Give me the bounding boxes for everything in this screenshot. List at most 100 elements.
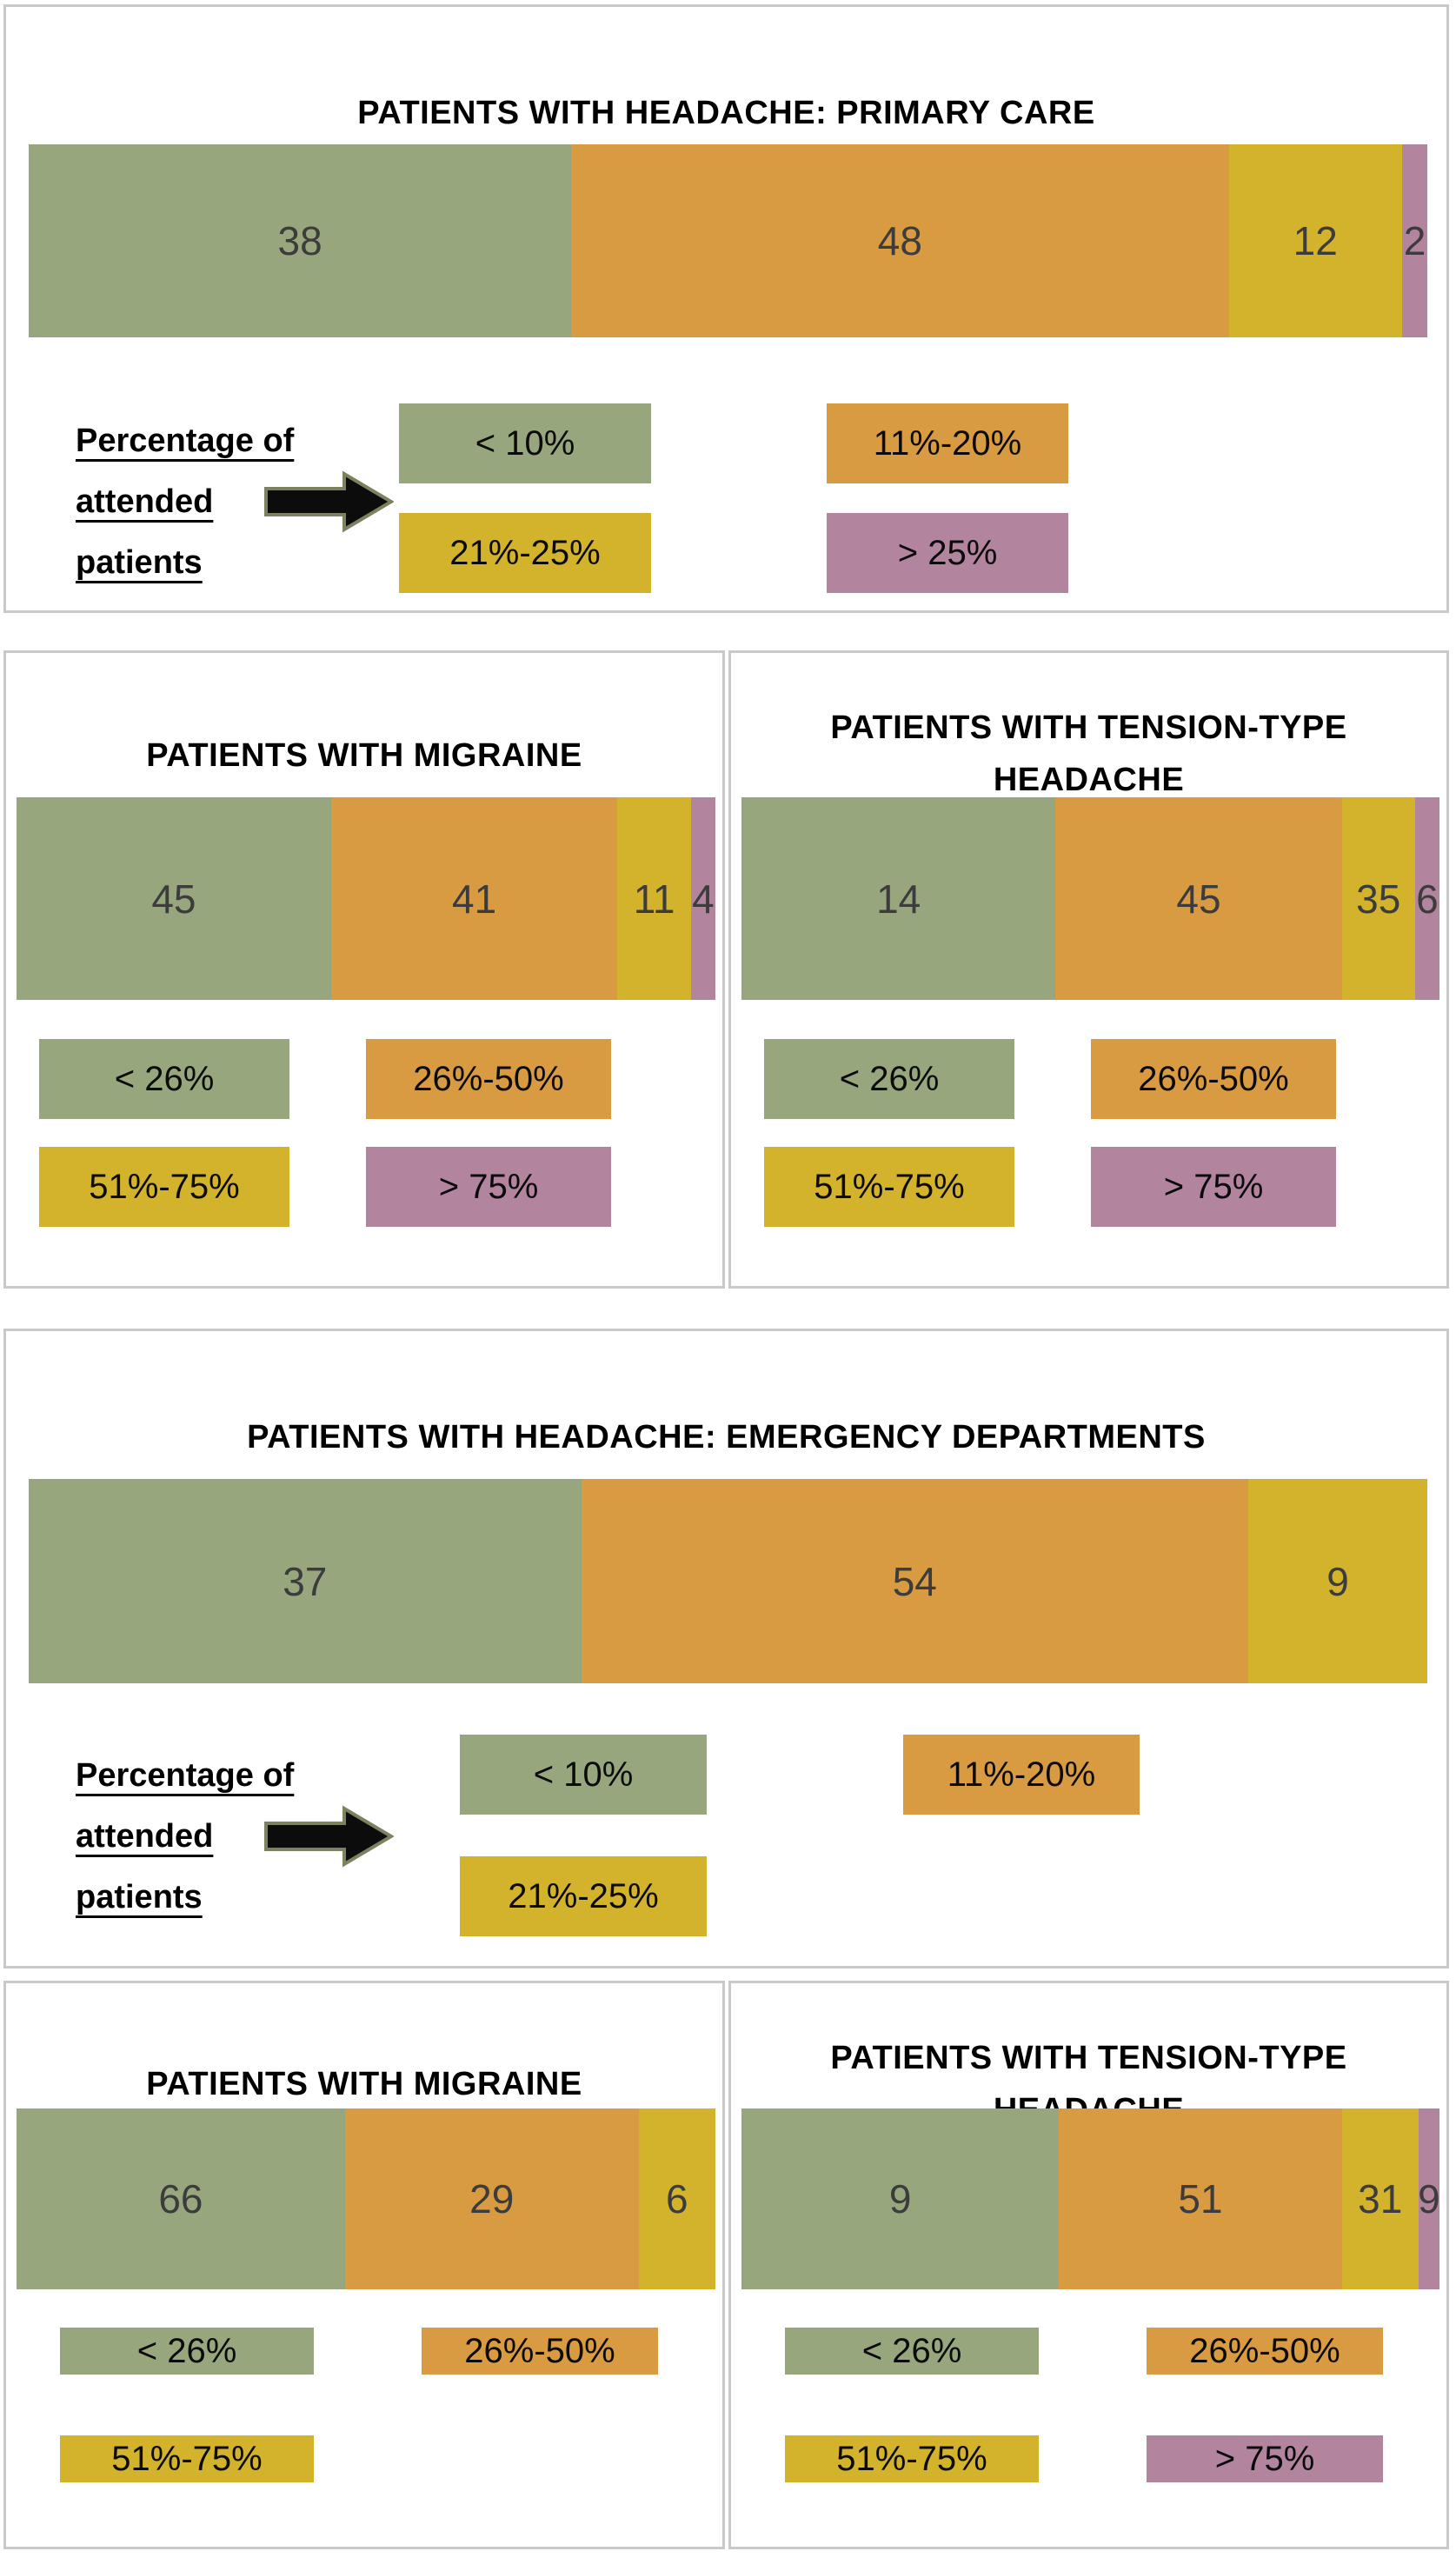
legend-item: 21%-25% [399, 513, 651, 593]
panel-title: PATIENTS WITH MIGRAINE [6, 729, 722, 782]
legend-item: 26%-50% [1091, 1039, 1336, 1119]
bar-segment-value: 45 [151, 876, 196, 922]
bar-segment-value: 45 [1176, 876, 1221, 922]
bar-segment-value: 37 [283, 1558, 328, 1604]
bar-segment: 66 [17, 2108, 345, 2289]
legend-intro-line: patients [76, 544, 203, 581]
legend-item: > 25% [827, 513, 1068, 593]
legend-item: > 75% [1091, 1147, 1336, 1227]
bar-segment-value: 35 [1356, 876, 1401, 922]
bar-segment: 54 [581, 1479, 1249, 1683]
bar-segment: 41 [330, 797, 618, 1000]
legend-item: < 26% [60, 2328, 314, 2375]
bar-segment: 45 [17, 797, 331, 1000]
stacked-bar: 37 54 9 [29, 1479, 1427, 1683]
bar-segment: 29 [344, 2108, 639, 2289]
legend-item: 51%-75% [764, 1147, 1014, 1227]
stacked-bar: 14 45 35 6 [741, 797, 1439, 1000]
legend-item: < 26% [39, 1039, 289, 1119]
legend-item: 21%-25% [460, 1856, 707, 1936]
legend-grid: < 10% 21%-25% 11%-20% > 25% [399, 403, 1068, 593]
bar-segment-value: 2 [1403, 218, 1426, 263]
legend-intro: Percentage of attended patients [76, 1745, 362, 1928]
bar-segment: 12 [1228, 144, 1403, 337]
legend-grid: < 26% 51%-75% 26%-50% > 75% [785, 2328, 1383, 2482]
legend-grid: < 26% 51%-75% 26%-50% > 75% [39, 1039, 611, 1227]
panel-migraine-primary-care: PATIENTS WITH MIGRAINE 45 41 11 4 < 26% 51%-… [3, 650, 725, 1289]
legend-intro-line: Percentage of [76, 1757, 295, 1794]
legend-item: 51%-75% [785, 2435, 1039, 2482]
bar-segment: 45 [1055, 797, 1342, 1000]
arrow-right-icon [264, 1805, 394, 1868]
panel-title: PATIENTS WITH HEADACHE: EMERGENCY DEPART… [6, 1411, 1446, 1463]
bar-segment-value: 48 [877, 218, 922, 263]
legend-item: > 75% [366, 1147, 611, 1227]
panel-headache-primary-care: PATIENTS WITH HEADACHE: PRIMARY CARE 38 4… [3, 4, 1449, 613]
legend-item: < 26% [785, 2328, 1039, 2375]
panel-title-text: PATIENTS WITH MIGRAINE [146, 2065, 582, 2102]
panel-title-text: PATIENTS WITH MIGRAINE [146, 736, 582, 774]
panel-title: PATIENTS WITH TENSION-TYPE HEADACHE [731, 702, 1446, 806]
bar-segment: 31 [1341, 2108, 1419, 2289]
bar-segment: 9 [1418, 2108, 1440, 2289]
bar-segment: 2 [1402, 144, 1427, 337]
legend-grid: < 26% 51%-75% 26%-50% [60, 2328, 658, 2482]
stacked-bar: 38 48 12 2 [29, 144, 1427, 337]
bar-segment-value: 9 [888, 2176, 912, 2222]
bar-segment-value: 6 [1416, 876, 1439, 922]
legend-item: < 26% [764, 1039, 1014, 1119]
legend-intro-line: attended [76, 1818, 214, 1855]
legend-grid: < 10% 21%-25% 11%-20% [460, 1735, 1140, 1936]
stacked-bar: 45 41 11 4 [17, 797, 715, 1000]
bar-segment: 14 [741, 797, 1056, 1000]
bar-segment-value: 29 [469, 2176, 515, 2222]
bar-segment-value: 66 [158, 2176, 203, 2222]
stacked-bar: 66 29 6 [17, 2108, 715, 2289]
legend-item: 51%-75% [60, 2435, 314, 2482]
bar-segment: 6 [638, 2108, 715, 2289]
panel-title-text: PATIENTS WITH HEADACHE: EMERGENCY DEPART… [247, 1418, 1206, 1456]
bar-segment: 9 [1248, 1479, 1427, 1683]
arrow-right-icon [264, 470, 394, 533]
panel-headache-emergency-departments: PATIENTS WITH HEADACHE: EMERGENCY DEPART… [3, 1329, 1449, 1968]
bar-segment-value: 9 [1418, 2176, 1440, 2222]
bar-segment: 11 [617, 797, 691, 1000]
legend-item: > 75% [1147, 2435, 1383, 2482]
legend-item: 11%-20% [903, 1735, 1140, 1815]
legend-intro-line: Percentage of [76, 423, 295, 459]
bar-segment: 51 [1059, 2108, 1342, 2289]
legend-grid: < 26% 51%-75% 26%-50% > 75% [764, 1039, 1336, 1227]
bar-segment: 37 [29, 1479, 582, 1683]
panel-title-text: PATIENTS WITH TENSION-TYPE HEADACHE [830, 709, 1347, 798]
legend-item: 26%-50% [1147, 2328, 1383, 2375]
bar-segment-value: 41 [452, 876, 497, 922]
legend-intro: Percentage of attended patients [76, 410, 362, 593]
legend-intro-line: patients [76, 1879, 203, 1915]
panel-migraine-emergency-departments: PATIENTS WITH MIGRAINE 66 29 6 < 26% 51%-75… [3, 1981, 725, 2549]
bar-segment: 9 [741, 2108, 1060, 2289]
bar-segment-value: 38 [277, 218, 322, 263]
legend-item: < 10% [460, 1735, 707, 1815]
bar-segment-value: 31 [1358, 2176, 1403, 2222]
bar-segment-value: 11 [633, 876, 675, 922]
bar-segment: 4 [690, 797, 715, 1000]
bar-segment: 48 [571, 144, 1229, 337]
legend-intro-line: attended [76, 483, 214, 520]
panel-tension-type-primary-care: PATIENTS WITH TENSION-TYPE HEADACHE 14 45… [728, 650, 1449, 1289]
bar-segment-value: 9 [1326, 1558, 1349, 1604]
bar-segment: 35 [1341, 797, 1415, 1000]
stacked-bar: 9 51 31 9 [741, 2108, 1440, 2289]
panel-tension-type-emergency-departments: PATIENTS WITH TENSION-TYPE HEADACHE 9513… [728, 1981, 1449, 2549]
bar-segment-value: 14 [876, 876, 921, 922]
bar-segment: 38 [29, 144, 572, 337]
panel-title-text: PATIENTS WITH HEADACHE: PRIMARY CARE [357, 94, 1095, 131]
legend-item: 26%-50% [422, 2328, 658, 2375]
panel-title: PATIENTS WITH MIGRAINE [6, 2058, 722, 2110]
bar-segment-value: 51 [1178, 2176, 1223, 2222]
legend-item: 51%-75% [39, 1147, 289, 1227]
bar-segment-value: 12 [1293, 218, 1338, 263]
panel-title: PATIENTS WITH HEADACHE: PRIMARY CARE [6, 87, 1446, 139]
bar-segment-value: 4 [692, 876, 715, 922]
legend-item: 11%-20% [827, 403, 1068, 483]
